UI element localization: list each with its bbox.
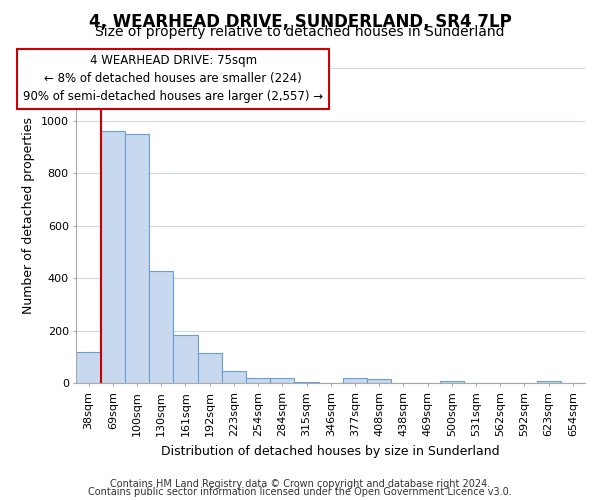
Bar — [295, 382, 319, 384]
Bar — [343, 378, 367, 384]
Bar — [222, 372, 246, 384]
Bar — [367, 378, 391, 384]
Bar — [125, 134, 149, 384]
Y-axis label: Number of detached properties: Number of detached properties — [22, 117, 35, 314]
Bar — [270, 378, 295, 384]
Text: 4 WEARHEAD DRIVE: 75sqm
← 8% of detached houses are smaller (224)
90% of semi-de: 4 WEARHEAD DRIVE: 75sqm ← 8% of detached… — [23, 54, 323, 104]
Text: Size of property relative to detached houses in Sunderland: Size of property relative to detached ho… — [95, 25, 505, 39]
Text: Contains HM Land Registry data © Crown copyright and database right 2024.: Contains HM Land Registry data © Crown c… — [110, 479, 490, 489]
Text: 4, WEARHEAD DRIVE, SUNDERLAND, SR4 7LP: 4, WEARHEAD DRIVE, SUNDERLAND, SR4 7LP — [89, 12, 511, 30]
Bar — [536, 382, 561, 384]
Bar — [440, 382, 464, 384]
Bar — [246, 378, 270, 384]
Bar — [76, 352, 101, 384]
Bar — [197, 353, 222, 384]
Text: Contains public sector information licensed under the Open Government Licence v3: Contains public sector information licen… — [88, 487, 512, 497]
Bar — [101, 132, 125, 384]
X-axis label: Distribution of detached houses by size in Sunderland: Distribution of detached houses by size … — [161, 444, 500, 458]
Bar — [173, 335, 197, 384]
Bar — [149, 270, 173, 384]
